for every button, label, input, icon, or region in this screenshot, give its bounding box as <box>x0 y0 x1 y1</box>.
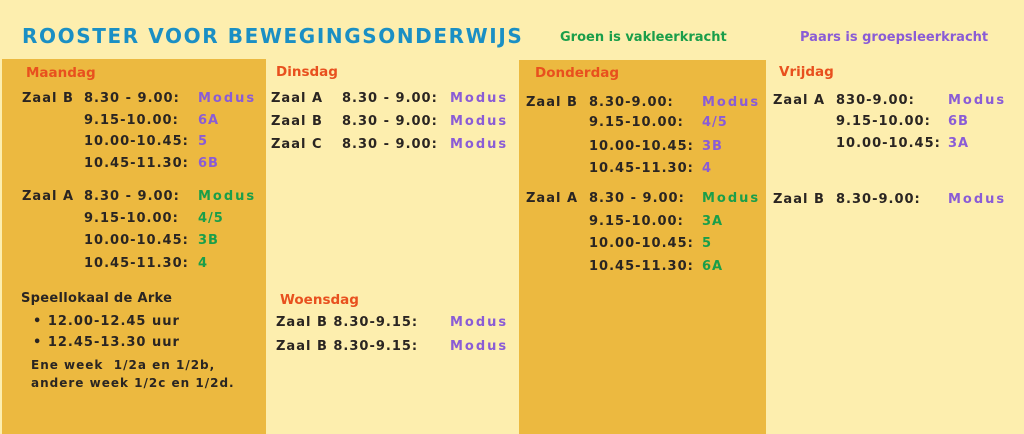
donderdag-group-value: 6A <box>702 259 724 274</box>
donderdag-group-value: 4/5 <box>702 115 728 130</box>
maandag-time-slot: 9.15-10.00: <box>84 211 179 226</box>
maandag-time-slot: 8.30 - 9.00: <box>84 189 180 204</box>
maandag-zaal-label: Zaal B <box>22 91 74 106</box>
maandag-panel <box>2 59 266 434</box>
vrijdag-time-slot: 10.00-10.45: <box>836 136 941 151</box>
day-heading-dinsdag: Dinsdag <box>276 64 338 80</box>
speellokaal-note: andere week 1/2c en 1/2d. <box>31 376 235 390</box>
donderdag-time-slot: 9.15-10.00: <box>589 115 684 130</box>
donderdag-group-value: 3B <box>702 139 723 154</box>
dinsdag-time-slot: 8.30 - 9.00: <box>342 137 438 152</box>
maandag-time-slot: 10.45-11.30: <box>84 256 189 271</box>
maandag-time-slot: 10.45-11.30: <box>84 156 189 171</box>
donderdag-time-slot: 8.30 - 9.00: <box>589 191 685 206</box>
maandag-time-slot: 10.00-10.45: <box>84 134 189 149</box>
woensdag-group-value: Modus <box>450 339 509 354</box>
maandag-group-value: 4/5 <box>198 211 224 226</box>
maandag-time-slot: 9.15-10.00: <box>84 113 179 128</box>
vrijdag-group-value: Modus <box>948 93 1007 108</box>
dinsdag-zaal-label: Zaal C <box>271 137 323 152</box>
maandag-group-value: 5 <box>198 134 209 149</box>
dinsdag-time-slot: 8.30 - 9.00: <box>342 91 438 106</box>
maandag-group-value: 4 <box>198 256 209 271</box>
dinsdag-time-slot: 8.30 - 9.00: <box>342 114 438 129</box>
donderdag-group-value: Modus <box>702 95 761 110</box>
donderdag-panel <box>519 60 766 434</box>
day-heading-maandag: Maandag <box>26 65 96 81</box>
donderdag-zaal-label: Zaal B <box>526 95 578 110</box>
speellokaal-note: Ene week 1/2a en 1/2b, <box>31 358 216 372</box>
donderdag-time-slot: 10.45-11.30: <box>589 161 694 176</box>
donderdag-group-value: Modus <box>702 191 761 206</box>
maandag-group-value: Modus <box>198 189 257 204</box>
maandag-time-slot: 8.30 - 9.00: <box>84 91 180 106</box>
dinsdag-group-value: Modus <box>450 114 509 129</box>
dinsdag-zaal-label: Zaal A <box>271 91 324 106</box>
vrijdag-time-slot: 830-9.00: <box>836 93 915 108</box>
slot-text: 12.45-13.30 uur <box>47 335 180 350</box>
maandag-group-value: 6A <box>198 113 220 128</box>
donderdag-time-slot: 8.30-9.00: <box>589 95 674 110</box>
vrijdag-time-slot: 9.15-10.00: <box>836 114 931 129</box>
donderdag-time-slot: 10.00-10.45: <box>589 139 694 154</box>
legend-green: Groen is vakleerkracht <box>560 30 727 45</box>
day-heading-woensdag: Woensdag <box>280 292 359 308</box>
vrijdag-zaal-label: Zaal A <box>773 93 826 108</box>
speellokaal-heading: Speellokaal de Arke <box>21 291 173 306</box>
donderdag-time-slot: 9.15-10.00: <box>589 214 684 229</box>
woensdag-zaal-label: Zaal B 8.30-9.15: <box>276 315 419 330</box>
maandag-group-value: 3B <box>198 233 219 248</box>
dinsdag-zaal-label: Zaal B <box>271 114 323 129</box>
dinsdag-group-value: Modus <box>450 137 509 152</box>
donderdag-group-value: 3A <box>702 214 724 229</box>
maandag-group-value: Modus <box>198 91 257 106</box>
maandag-group-value: 6B <box>198 156 219 171</box>
donderdag-group-value: 4 <box>702 161 713 176</box>
donderdag-group-value: 5 <box>702 236 713 251</box>
maandag-zaal-label: Zaal A <box>22 189 75 204</box>
vrijdag-group-value: Modus <box>948 192 1007 207</box>
speellokaal-slot: • 12.00-12.45 uur <box>33 314 180 329</box>
donderdag-time-slot: 10.45-11.30: <box>589 259 694 274</box>
vrijdag-time-slot: 8.30-9.00: <box>836 192 921 207</box>
woensdag-zaal-label: Zaal B 8.30-9.15: <box>276 339 419 354</box>
maandag-time-slot: 10.00-10.45: <box>84 233 189 248</box>
donderdag-time-slot: 10.00-10.45: <box>589 236 694 251</box>
day-heading-vrijdag: Vrijdag <box>779 64 834 80</box>
vrijdag-group-value: 3A <box>948 136 970 151</box>
woensdag-group-value: Modus <box>450 315 509 330</box>
slot-text: 12.00-12.45 uur <box>47 314 180 329</box>
vrijdag-zaal-label: Zaal B <box>773 192 825 207</box>
dinsdag-group-value: Modus <box>450 91 509 106</box>
page-title: ROOSTER VOOR BEWEGINGSONDERWIJS <box>22 24 524 48</box>
day-heading-donderdag: Donderdag <box>535 65 620 81</box>
vrijdag-group-value: 6B <box>948 114 969 129</box>
legend-purple: Paars is groepsleerkracht <box>800 30 989 45</box>
speellokaal-slot: • 12.45-13.30 uur <box>33 335 180 350</box>
donderdag-zaal-label: Zaal A <box>526 191 579 206</box>
